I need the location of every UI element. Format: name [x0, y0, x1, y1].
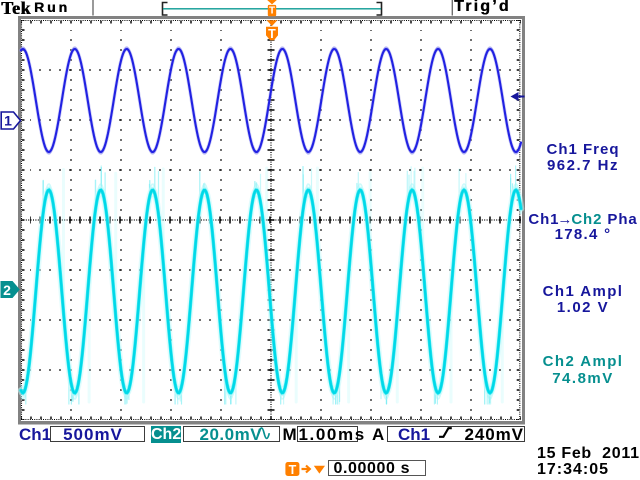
svg-text:2: 2 [3, 282, 11, 298]
svg-text:T: T [268, 27, 276, 41]
svg-text:T: T [269, 6, 275, 17]
svg-text:1: 1 [4, 113, 12, 129]
svg-text:T: T [289, 463, 297, 477]
